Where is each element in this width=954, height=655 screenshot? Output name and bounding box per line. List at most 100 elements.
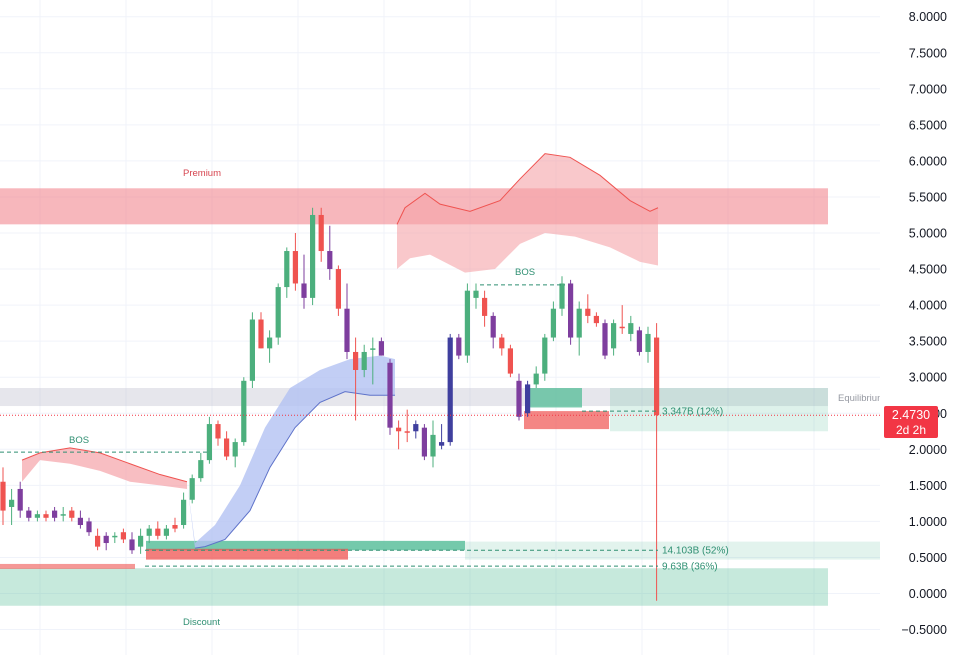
candle-body	[447, 337, 453, 443]
candle-body	[516, 380, 522, 417]
vol-band-1	[610, 388, 828, 432]
candle-body	[533, 373, 539, 385]
candle-body	[344, 308, 350, 352]
vol-box-4	[0, 563, 135, 569]
candle-body	[284, 251, 290, 288]
candle-body	[86, 521, 92, 533]
candle-body	[189, 478, 195, 500]
y-tick-label: 4.0000	[909, 299, 947, 313]
y-tick-label: 3.5000	[909, 335, 947, 349]
candle-body	[249, 319, 255, 381]
candle-body	[224, 438, 230, 457]
bos-label-right: BOS	[515, 267, 535, 278]
price-axis[interactable]: 8.0000 7.5000 7.0000 6.5000 6.0000 5.5000 5.00…	[880, 0, 954, 655]
candle-body	[318, 214, 324, 252]
candle-body	[267, 337, 273, 349]
candle-body	[602, 323, 608, 356]
candle-body	[77, 517, 83, 526]
y-tick-label: 0.5000	[909, 551, 947, 565]
candle-body	[301, 283, 307, 298]
candle-body	[542, 337, 548, 374]
candle-body	[206, 424, 212, 461]
y-tick-label: 0.0000	[909, 587, 947, 601]
volume-level-label: 9.63B (36%)	[662, 562, 718, 573]
candle-body	[26, 510, 32, 518]
ob-bull-box	[525, 388, 582, 408]
candle-body	[387, 362, 393, 428]
vol-box-2	[146, 540, 465, 551]
candle-body	[43, 514, 49, 518]
candle-body	[241, 380, 247, 443]
candle-body	[181, 499, 187, 526]
candle-body	[52, 510, 58, 518]
candle-body	[155, 528, 161, 536]
y-tick-label: 7.0000	[909, 82, 947, 96]
candle-body	[619, 326, 625, 329]
clouds	[21, 153, 659, 549]
candle-body	[258, 319, 264, 349]
candle-body	[421, 427, 427, 457]
vol-band-2	[465, 541, 883, 560]
y-tick-label: 4.5000	[909, 263, 947, 277]
equilibrium-label: Equilibrium	[838, 393, 885, 404]
supply-cloud-left	[22, 447, 187, 489]
candle-body	[232, 442, 238, 457]
supply-cloud-left-line	[21, 447, 188, 483]
candle-body	[593, 315, 599, 324]
candle-body	[120, 532, 126, 540]
candle-body	[361, 351, 367, 370]
candle-body	[112, 535, 118, 538]
candle-body	[576, 308, 582, 338]
y-tick-label: 2.0000	[909, 443, 947, 457]
y-tick-label: 5.5000	[909, 190, 947, 204]
candle-body	[439, 442, 445, 446]
bar-countdown: 2d 2h	[895, 423, 927, 437]
y-tick-label: 5.0000	[909, 227, 947, 241]
candle-body	[378, 341, 384, 356]
candle-body	[34, 514, 40, 518]
candle-body	[163, 528, 169, 536]
last-price-badge: 2.4730 2d 2h	[884, 406, 938, 438]
ob-bear-box	[524, 411, 609, 430]
y-tick-label: 1.0000	[909, 515, 947, 529]
candle-body	[499, 337, 505, 349]
candle-body	[335, 269, 341, 309]
candle-body	[138, 535, 144, 547]
candle-body	[645, 333, 651, 352]
candle-body	[464, 290, 470, 356]
candles	[0, 207, 660, 601]
candle-body	[490, 315, 496, 338]
candle-body	[146, 528, 152, 536]
equilibrium-zone	[0, 388, 828, 407]
y-tick-label: 8.0000	[909, 10, 947, 24]
overlays: 3.347B (12%) 14.103B (52%) 9.63B (36%) Prem…	[0, 168, 885, 628]
candle-body	[636, 330, 642, 352]
candle-body	[60, 514, 66, 516]
candle-body	[559, 283, 565, 309]
vol-box-3	[146, 548, 348, 560]
y-tick-label: 1.5000	[909, 479, 947, 493]
supply-cloud-right-line	[396, 153, 659, 225]
y-tick-label: 6.0000	[909, 154, 947, 168]
candle-body	[654, 337, 660, 416]
candle-body	[69, 510, 75, 518]
candle-body	[370, 348, 376, 350]
candle-body	[95, 535, 101, 547]
y-tick-label: 7.5000	[909, 46, 947, 60]
candle-body	[628, 323, 634, 334]
y-tick-label: 6.5000	[909, 118, 947, 132]
candle-body	[353, 351, 359, 370]
y-tick-label: 3.0000	[909, 371, 947, 385]
candle-body	[585, 308, 591, 316]
candle-body	[430, 434, 436, 457]
candle-body	[413, 424, 419, 432]
candle-body	[215, 424, 221, 439]
candle-body	[404, 431, 410, 433]
candle-body	[275, 287, 281, 338]
candle-body	[456, 337, 462, 356]
premium-label: Premium	[183, 168, 221, 179]
demand-cloud-line	[194, 391, 395, 549]
candle-body	[0, 481, 6, 511]
candle-body	[568, 283, 574, 338]
